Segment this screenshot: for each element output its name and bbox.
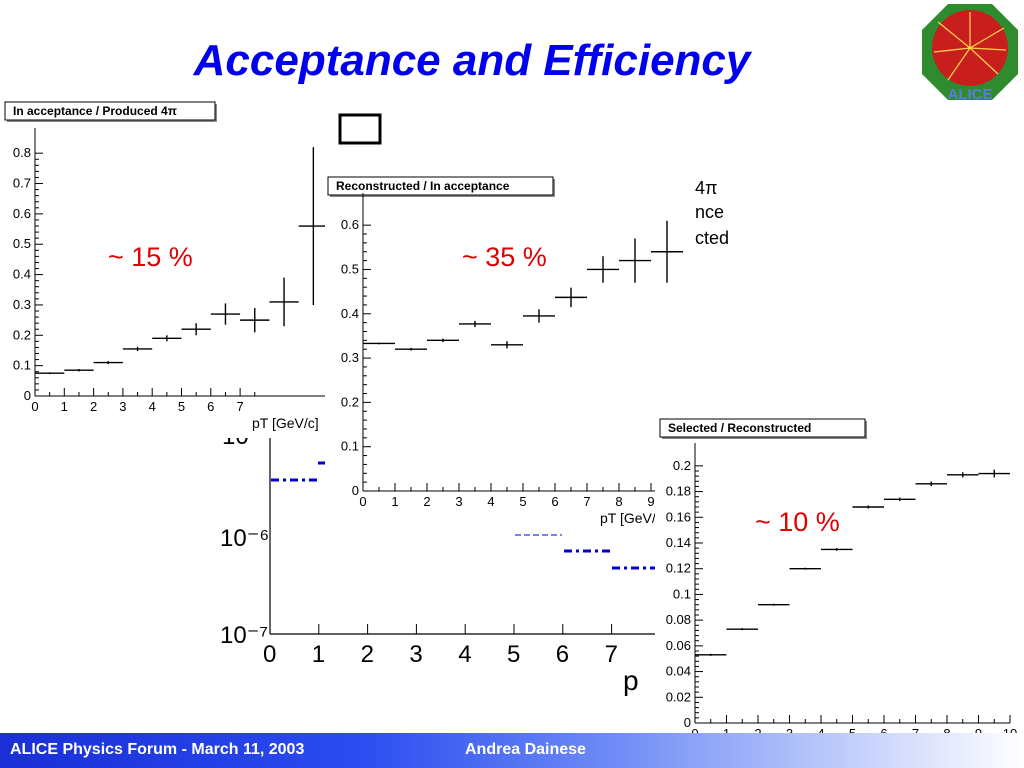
x-tick-label: 6 [207, 399, 214, 414]
bg-x-tick: 1 [312, 641, 325, 668]
bg-legend-text: 4π [695, 178, 717, 198]
bg-x-tick: 5 [507, 641, 520, 668]
x-axis-label: pT [GeV/c] [252, 415, 319, 431]
chart-title: In acceptance / Produced 4π [13, 104, 177, 118]
plot-background [325, 197, 690, 533]
y-tick-label: 0.2 [13, 327, 31, 342]
bg-x-tick: 4 [458, 641, 471, 668]
annotation-selection: ~ 10 % [755, 507, 840, 537]
x-tick-label: 0 [31, 399, 38, 414]
title-box [659, 418, 866, 438]
y-tick-label: 0.8 [13, 145, 31, 160]
y-tick-label: 0.2 [341, 394, 359, 409]
x-tick-label: 2 [90, 399, 97, 414]
bg-x-tick: 2 [361, 641, 374, 668]
annotation-acceptance: ~ 15 % [108, 242, 193, 272]
x-tick-label: 2 [423, 494, 430, 509]
y-tick-label: 0.1 [13, 358, 31, 373]
y-tick-label: 0.04 [666, 664, 691, 679]
y-tick-label: 0.4 [13, 267, 31, 282]
y-tick-label: 0 [24, 388, 31, 403]
x-tick-label: 5 [178, 399, 185, 414]
y-tick-label: 0.1 [673, 586, 691, 601]
bg-legend-text: cted [695, 228, 729, 248]
bg-x-label-partial: p [623, 665, 639, 696]
chart-title: Selected / Reconstructed [668, 421, 811, 435]
x-tick-label: 4 [149, 399, 156, 414]
alice-logo: ALICE [922, 4, 1018, 102]
chart-title: Reconstructed / In acceptance [336, 179, 510, 193]
plot-background [655, 439, 1024, 768]
footer-event: ALICE Physics Forum - March 11, 2003 [10, 741, 305, 758]
y-tick-label: 0.6 [341, 217, 359, 232]
y-tick-label: 0.4 [341, 306, 359, 321]
title-box [327, 176, 554, 196]
y-tick-label: 0.16 [666, 509, 691, 524]
chart-selection: Selected / Reconstructed 0 0.02 0.04 0.06 0.0… [655, 418, 1024, 768]
x-tick-label: 6 [551, 494, 558, 509]
x-tick-label: 1 [391, 494, 398, 509]
footer-bar: ALICE Physics Forum - March 11, 2003 And… [0, 733, 1024, 768]
y-tick-label: 0.5 [341, 261, 359, 276]
bg-x-tick: 7 [605, 641, 618, 668]
bg-y-tick: 10⁻⁶ [220, 525, 269, 552]
chart-reconstruction: Reconstructed / In acceptance 0 0.1 0.2 0.3 0… [325, 176, 690, 533]
footer-author: Andrea Dainese [465, 741, 586, 758]
bg-x-tick: 6 [556, 641, 569, 668]
logo-text: ALICE [948, 86, 993, 102]
y-tick-label: 0.14 [666, 535, 691, 550]
y-tick-label: 0 [352, 483, 359, 498]
y-tick-label: 0.18 [666, 484, 691, 499]
y-tick-label: 0.06 [666, 638, 691, 653]
bg-legend-stub [338, 113, 382, 145]
x-tick-label: 0 [359, 494, 366, 509]
x-tick-label: 7 [236, 399, 243, 414]
x-tick-label: 9 [647, 494, 654, 509]
bg-x-tick: 3 [409, 641, 422, 668]
y-tick-label: 0.2 [673, 458, 691, 473]
y-tick-label: 0.3 [13, 297, 31, 312]
y-tick-label: 0.6 [13, 206, 31, 221]
x-tick-label: 7 [583, 494, 590, 509]
title-box [4, 101, 216, 121]
bg-legend-text: nce [695, 202, 724, 222]
y-tick-label: 0.1 [341, 439, 359, 454]
plot-background [0, 122, 330, 438]
y-tick-label: 0.5 [13, 236, 31, 251]
x-tick-label: 1 [61, 399, 68, 414]
bg-x-tick: 0 [263, 641, 276, 668]
x-tick-label: 3 [119, 399, 126, 414]
y-tick-label: 0.08 [666, 612, 691, 627]
x-tick-label: 5 [519, 494, 526, 509]
x-tick-label: 4 [487, 494, 494, 509]
y-tick-label: 0.02 [666, 689, 691, 704]
bg-y-tick: 10⁻⁷ [220, 622, 268, 649]
y-tick-label: 0 [684, 715, 691, 730]
annotation-reconstruction: ~ 35 % [462, 242, 547, 272]
x-tick-label: 8 [615, 494, 622, 509]
x-axis-label: pT [GeV/c] [600, 510, 667, 526]
chart-acceptance: In acceptance / Produced 4π 0 0.1 0.2 0.3 0.4… [0, 101, 330, 438]
y-tick-label: 0.7 [13, 176, 31, 191]
x-tick-label: 3 [455, 494, 462, 509]
y-tick-label: 0.12 [666, 561, 691, 576]
slide-title: Acceptance and Efficiency [193, 36, 751, 85]
y-tick-label: 0.3 [341, 350, 359, 365]
